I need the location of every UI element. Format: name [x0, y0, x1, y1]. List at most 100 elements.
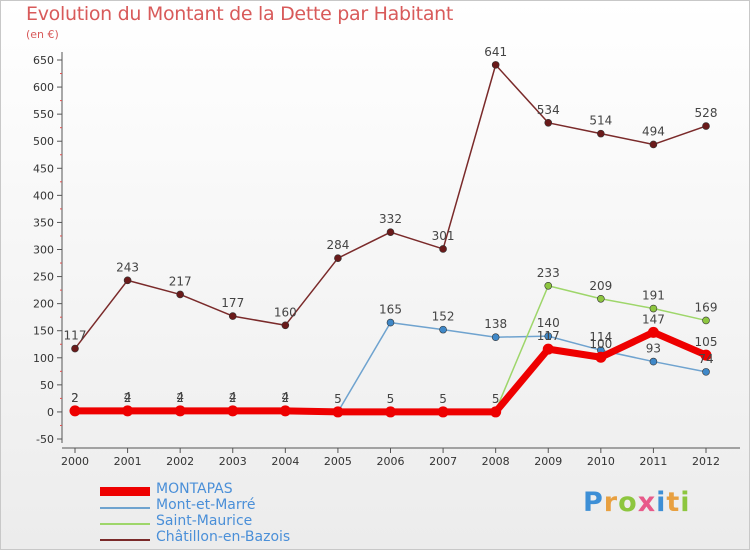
y-tick-label: -50 [36, 433, 54, 446]
series-point [71, 344, 79, 353]
series-point [597, 129, 605, 138]
data-label: 93 [646, 342, 661, 356]
y-tick-label: 400 [33, 189, 54, 202]
legend-label-saint-maurice: Saint-Maurice [156, 513, 253, 529]
data-label: 4 [229, 390, 237, 404]
x-tick-label: 2000 [61, 455, 89, 468]
x-tick-label: 2007 [429, 455, 457, 468]
data-label: 117 [64, 329, 87, 343]
series-point [228, 312, 237, 320]
series-point [227, 405, 239, 417]
data-label: 2 [229, 391, 237, 405]
y-tick-label: 650 [33, 54, 54, 67]
x-tick-label: 2005 [324, 455, 352, 468]
series-point [702, 122, 710, 130]
series-point [544, 119, 553, 127]
x-tick-label: 2008 [482, 455, 510, 468]
series-point [544, 281, 553, 290]
data-label: 4 [282, 390, 290, 404]
y-tick-label: 450 [33, 162, 54, 175]
data-label: 117 [537, 329, 560, 343]
series-point [649, 357, 658, 366]
data-label: 2 [176, 391, 184, 405]
series-point [439, 245, 447, 253]
y-tick-label: 50 [40, 379, 54, 392]
series-point [123, 276, 132, 285]
series-point [279, 405, 291, 417]
y-tick-label: 0 [47, 406, 54, 419]
y-tick-label: 500 [33, 135, 54, 148]
data-label: 140 [537, 316, 560, 330]
data-label: 5 [492, 392, 500, 406]
data-label: 165 [379, 303, 402, 317]
series-point [649, 140, 658, 149]
series-point [597, 294, 605, 303]
data-label: 74 [698, 352, 713, 366]
x-tick-label: 2012 [692, 455, 720, 468]
x-tick-label: 2010 [587, 455, 615, 468]
series-point [439, 325, 447, 334]
data-label: 169 [695, 300, 718, 314]
series-point [122, 405, 134, 417]
data-label: 2 [282, 391, 290, 405]
data-label: 284 [326, 238, 349, 252]
series-point [491, 61, 500, 69]
data-label: 641 [484, 45, 507, 59]
data-label: 209 [589, 279, 612, 293]
data-label: 243 [116, 260, 139, 274]
y-tick-label: 250 [33, 271, 54, 284]
series-point [702, 368, 710, 376]
legend-label-mont-et-marre: Mont-et-Marré [156, 497, 256, 513]
y-tick-label: 550 [33, 108, 54, 121]
series-point [595, 351, 607, 363]
series-point [176, 290, 184, 299]
y-tick-label: 200 [33, 298, 54, 311]
series-point [385, 406, 396, 418]
series-3 [69, 326, 712, 418]
series-point [437, 406, 449, 418]
data-label: 191 [642, 289, 665, 303]
x-tick-label: 2002 [166, 455, 194, 468]
data-label: 100 [589, 337, 612, 351]
data-label: 2 [71, 391, 79, 405]
y-tick-label: 350 [33, 216, 54, 229]
chart-point-labels: 117 243 217 177 160 284 332 301 641 534 514 494 528 2… [64, 45, 718, 406]
data-label: 105 [695, 335, 718, 349]
series-point [386, 228, 395, 236]
data-label: 2 [124, 391, 132, 405]
data-label: 5 [387, 392, 395, 406]
series-point [491, 333, 500, 342]
x-tick-label: 2001 [114, 455, 142, 468]
legend-swatch-saint-maurice [100, 523, 150, 525]
series-point [69, 405, 81, 417]
series-0 [71, 61, 710, 353]
data-label: 534 [537, 103, 560, 117]
proxiti-logo: Proxiti [583, 487, 691, 518]
chart-axes: -50 0 50 100 150 200 250 300 350 400 450 500 550 600 6… [33, 52, 740, 468]
series-point [702, 316, 710, 325]
data-label: 514 [589, 114, 612, 128]
data-label: 233 [537, 266, 560, 280]
data-label: 528 [695, 106, 718, 120]
data-label: 2 [71, 391, 79, 405]
data-label: 332 [379, 212, 402, 226]
series-point [281, 321, 290, 330]
data-label: 138 [484, 317, 507, 331]
data-label: 5 [439, 392, 447, 406]
series-point [544, 332, 553, 340]
data-label: 301 [432, 229, 455, 243]
x-tick-label: 2011 [639, 455, 667, 468]
data-label: 152 [432, 310, 455, 324]
series-point [490, 406, 502, 418]
x-tick-label: 2009 [534, 455, 562, 468]
y-tick-label: 100 [33, 352, 54, 365]
series-point [334, 254, 342, 262]
legend-label-montapas: MONTAPAS [156, 481, 233, 497]
series-point [700, 349, 712, 361]
legend-swatch-mont-et-marre [100, 507, 150, 509]
data-label: 4 [124, 390, 132, 404]
data-label: 217 [169, 274, 192, 288]
chart-series [69, 61, 712, 418]
legend-label-chatillon-en-bazois: Châtillon-en-Bazois [156, 529, 291, 545]
